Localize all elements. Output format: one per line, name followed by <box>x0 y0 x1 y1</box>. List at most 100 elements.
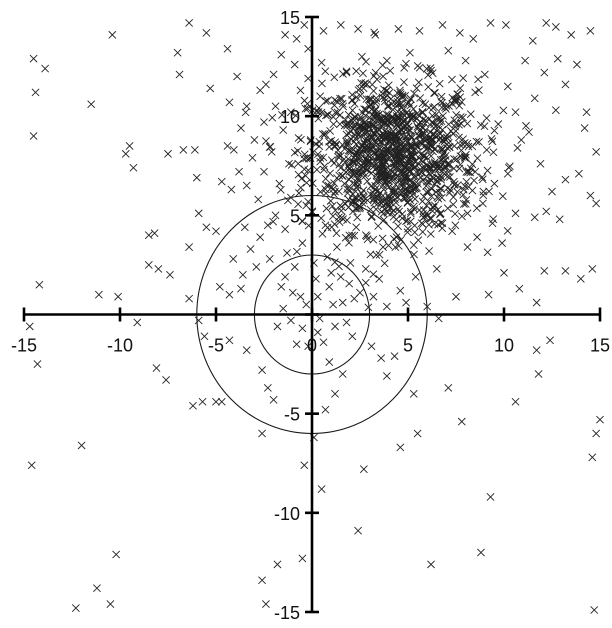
data-point <box>361 278 370 287</box>
data-point <box>466 110 475 119</box>
data-point <box>394 153 403 162</box>
data-point <box>365 119 374 128</box>
data-point <box>515 284 524 293</box>
data-point <box>382 128 391 137</box>
data-point <box>179 145 188 154</box>
data-point <box>281 225 290 234</box>
data-point <box>314 150 322 159</box>
data-point <box>372 112 381 121</box>
data-point <box>367 213 376 222</box>
data-point <box>451 209 459 218</box>
data-point <box>340 155 349 164</box>
data-point <box>319 165 328 174</box>
data-point <box>175 70 184 79</box>
data-point <box>292 34 301 43</box>
data-point <box>480 70 489 79</box>
data-point <box>357 153 365 162</box>
data-point <box>457 119 466 128</box>
data-point <box>414 131 423 140</box>
data-point <box>335 262 343 271</box>
data-point <box>394 24 403 33</box>
data-point <box>271 211 280 220</box>
data-point <box>322 111 330 120</box>
data-point <box>542 19 551 27</box>
data-point <box>404 126 413 135</box>
data-point <box>281 272 290 281</box>
data-point <box>411 272 420 281</box>
data-point <box>330 179 339 187</box>
data-point <box>312 165 321 174</box>
data-point <box>446 185 455 194</box>
data-point <box>336 272 345 281</box>
x-tick-label: 10 <box>494 336 514 356</box>
data-point <box>367 105 376 114</box>
data-point <box>397 190 406 199</box>
data-point <box>291 111 300 120</box>
data-point <box>459 135 467 144</box>
data-point <box>403 224 412 233</box>
data-point <box>377 354 386 363</box>
data-point <box>511 209 520 218</box>
data-point <box>421 141 430 150</box>
data-point <box>398 123 407 131</box>
data-point <box>301 104 310 113</box>
data-point <box>351 204 360 213</box>
data-point <box>525 128 533 136</box>
data-point <box>551 106 560 115</box>
data-point <box>77 441 86 450</box>
data-point <box>376 188 385 197</box>
y-tick-label: 5 <box>290 206 300 226</box>
data-point <box>379 197 388 206</box>
data-point <box>394 222 402 231</box>
data-point <box>369 87 378 95</box>
data-point <box>173 48 182 57</box>
data-point <box>302 178 311 187</box>
data-point <box>489 148 498 157</box>
data-point <box>444 120 453 129</box>
data-point <box>459 199 468 208</box>
data-point <box>396 286 405 295</box>
data-point <box>348 106 357 115</box>
data-point <box>361 264 370 273</box>
data-point <box>393 172 402 181</box>
y-tick-label: 15 <box>280 8 300 28</box>
data-point <box>423 302 432 311</box>
data-point <box>330 101 339 110</box>
data-point <box>385 193 394 202</box>
data-point <box>414 236 423 245</box>
data-point <box>586 26 595 35</box>
data-point <box>367 212 376 221</box>
data-point <box>420 212 429 221</box>
data-point <box>503 226 512 235</box>
data-point <box>335 218 344 226</box>
data-point <box>504 163 513 172</box>
data-point <box>367 342 376 351</box>
data-point <box>323 223 332 232</box>
data-point <box>459 74 468 83</box>
data-point <box>469 34 478 43</box>
data-point <box>294 200 303 209</box>
data-point <box>411 139 420 148</box>
data-point <box>379 181 387 190</box>
data-point <box>421 100 430 109</box>
data-point <box>477 548 485 557</box>
data-point <box>369 195 378 204</box>
data-point <box>329 113 338 121</box>
data-point <box>364 95 373 104</box>
data-point <box>380 85 388 94</box>
data-point <box>348 332 357 341</box>
data-point <box>392 101 401 110</box>
data-point <box>362 57 370 66</box>
data-point <box>348 196 357 205</box>
data-point <box>353 213 362 222</box>
data-point <box>354 159 363 167</box>
data-point <box>473 154 482 163</box>
data-point <box>345 129 353 138</box>
data-point <box>380 259 389 268</box>
data-point <box>278 111 286 119</box>
data-point <box>461 56 470 65</box>
data-point <box>380 215 388 224</box>
data-point <box>438 125 447 134</box>
